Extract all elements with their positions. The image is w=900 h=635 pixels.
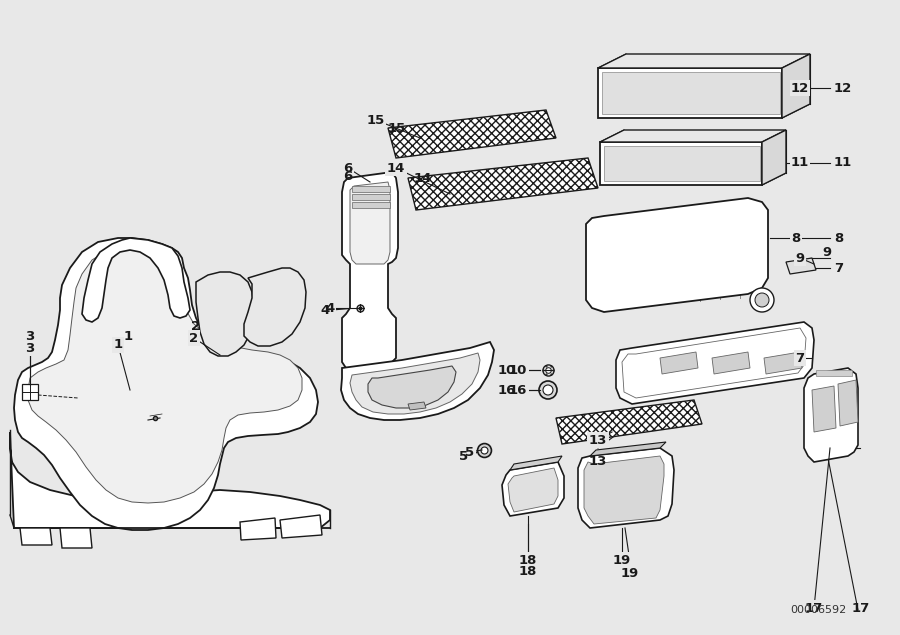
- Text: 17: 17: [805, 601, 824, 615]
- Polygon shape: [388, 110, 556, 158]
- Text: 6: 6: [344, 161, 353, 175]
- Text: 12: 12: [791, 81, 809, 95]
- Polygon shape: [240, 518, 276, 540]
- Text: 18: 18: [518, 554, 537, 566]
- Polygon shape: [20, 528, 52, 545]
- Polygon shape: [584, 456, 664, 524]
- Text: 3: 3: [25, 330, 34, 343]
- Circle shape: [750, 288, 774, 312]
- Polygon shape: [598, 68, 782, 118]
- Polygon shape: [598, 54, 810, 68]
- Bar: [816, 370, 852, 376]
- Text: 18: 18: [518, 565, 537, 578]
- Bar: [352, 194, 390, 200]
- Text: 16: 16: [498, 384, 516, 396]
- Text: 19: 19: [621, 567, 639, 580]
- Polygon shape: [616, 322, 814, 404]
- Polygon shape: [838, 380, 858, 426]
- Polygon shape: [602, 72, 780, 114]
- Polygon shape: [350, 353, 480, 414]
- Polygon shape: [368, 366, 456, 408]
- Polygon shape: [14, 238, 318, 530]
- Bar: [22, 384, 38, 400]
- Text: 5: 5: [459, 450, 468, 462]
- Text: 4: 4: [320, 304, 329, 316]
- Polygon shape: [712, 352, 750, 374]
- Polygon shape: [604, 146, 760, 181]
- Text: 9: 9: [822, 246, 831, 258]
- Text: 17: 17: [852, 601, 870, 615]
- Polygon shape: [590, 442, 666, 456]
- Text: 7: 7: [834, 262, 843, 274]
- Text: 7: 7: [796, 352, 805, 364]
- Text: 11: 11: [834, 156, 852, 170]
- Polygon shape: [578, 448, 674, 528]
- Polygon shape: [510, 456, 562, 470]
- Polygon shape: [782, 54, 810, 118]
- Text: 13: 13: [589, 455, 608, 468]
- Polygon shape: [82, 238, 190, 322]
- Text: 19: 19: [613, 554, 631, 566]
- Polygon shape: [408, 158, 598, 210]
- Polygon shape: [586, 198, 768, 312]
- Circle shape: [755, 293, 769, 307]
- Text: 5: 5: [465, 446, 474, 458]
- Polygon shape: [28, 244, 302, 503]
- Polygon shape: [341, 342, 494, 420]
- Text: 1: 1: [123, 330, 132, 343]
- Text: 2: 2: [192, 320, 201, 333]
- Text: 11: 11: [791, 156, 809, 170]
- Polygon shape: [762, 130, 786, 185]
- Polygon shape: [556, 400, 702, 444]
- Polygon shape: [196, 272, 254, 356]
- Polygon shape: [502, 462, 564, 516]
- Polygon shape: [764, 352, 802, 374]
- Text: 12: 12: [834, 81, 852, 95]
- Polygon shape: [342, 172, 398, 372]
- Polygon shape: [280, 515, 322, 538]
- Text: 10: 10: [498, 363, 516, 377]
- Polygon shape: [508, 468, 558, 512]
- Text: 00006592: 00006592: [790, 605, 846, 615]
- Polygon shape: [60, 528, 92, 548]
- Polygon shape: [408, 402, 426, 410]
- Polygon shape: [10, 432, 330, 528]
- Bar: [352, 186, 390, 192]
- Polygon shape: [600, 142, 762, 185]
- Polygon shape: [804, 368, 858, 462]
- Circle shape: [543, 385, 553, 395]
- Text: 15: 15: [388, 121, 406, 135]
- Polygon shape: [660, 352, 698, 374]
- Polygon shape: [350, 182, 390, 264]
- Text: 2: 2: [189, 331, 199, 345]
- Text: 14: 14: [414, 171, 432, 185]
- Circle shape: [539, 381, 557, 399]
- Polygon shape: [600, 130, 786, 142]
- Text: 8: 8: [791, 232, 801, 244]
- Text: 3: 3: [25, 342, 34, 354]
- Text: 15: 15: [367, 114, 385, 126]
- Bar: [352, 202, 390, 208]
- Polygon shape: [786, 258, 816, 274]
- Polygon shape: [244, 268, 306, 346]
- Text: 14: 14: [387, 161, 405, 175]
- Text: 1: 1: [113, 338, 122, 352]
- Text: 13: 13: [589, 434, 608, 446]
- Text: 16: 16: [508, 384, 527, 396]
- Text: 4: 4: [326, 302, 335, 314]
- Text: 6: 6: [344, 170, 353, 183]
- Text: 8: 8: [834, 232, 843, 244]
- Polygon shape: [812, 386, 836, 432]
- Text: 9: 9: [796, 251, 805, 265]
- Text: 10: 10: [508, 363, 527, 377]
